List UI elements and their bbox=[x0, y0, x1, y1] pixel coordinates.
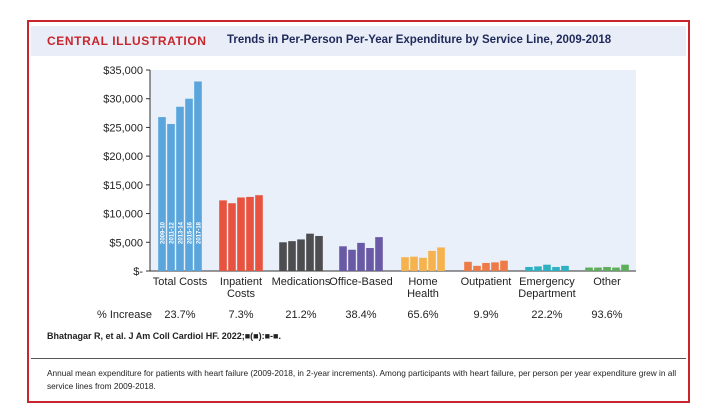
category-label: Health bbox=[407, 288, 439, 300]
bar bbox=[185, 98, 193, 271]
bar bbox=[464, 261, 472, 271]
bar bbox=[167, 123, 175, 272]
percent-increase-value: 23.7% bbox=[164, 309, 195, 321]
percent-increase-value: 38.4% bbox=[345, 309, 376, 321]
percent-increase-value: 7.3% bbox=[228, 309, 253, 321]
bar bbox=[246, 196, 254, 271]
y-tick-label: $20,000 bbox=[103, 151, 143, 163]
bar bbox=[176, 106, 184, 271]
bar bbox=[375, 237, 383, 271]
bar bbox=[357, 242, 365, 271]
bar bbox=[594, 267, 602, 271]
central-illustration-label: CENTRAL ILLUSTRATION bbox=[47, 34, 207, 48]
bar bbox=[297, 239, 305, 271]
bar bbox=[612, 267, 620, 271]
category-label: Total Costs bbox=[153, 276, 208, 288]
figure-caption: Annual mean expenditure for patients wit… bbox=[47, 368, 677, 391]
category-label: Home bbox=[408, 276, 437, 288]
category-label: Outpatient bbox=[461, 276, 512, 288]
category-label: Inpatient bbox=[220, 276, 262, 288]
bar bbox=[428, 250, 436, 271]
bar bbox=[315, 235, 323, 271]
period-label: 2017-18 bbox=[197, 221, 203, 244]
bar bbox=[158, 117, 166, 271]
y-tick-label: $5,000 bbox=[109, 237, 143, 249]
bar bbox=[500, 260, 508, 271]
bar bbox=[621, 264, 629, 271]
period-label: 2015-16 bbox=[188, 221, 194, 244]
period-label: 2013-14 bbox=[179, 221, 185, 244]
category-label: Emergency bbox=[519, 276, 575, 288]
bar bbox=[525, 266, 533, 271]
bar bbox=[419, 257, 427, 271]
category-label: Medications bbox=[272, 276, 331, 288]
percent-increase-value: 21.2% bbox=[285, 309, 316, 321]
period-label: 2011-12 bbox=[170, 222, 176, 244]
y-tick-label: $- bbox=[133, 266, 143, 278]
bar bbox=[288, 241, 296, 271]
bar bbox=[482, 262, 490, 271]
bar bbox=[255, 195, 263, 271]
figure-title: Trends in Per-Person Per-Year Expenditur… bbox=[227, 34, 612, 46]
bar bbox=[339, 246, 347, 271]
bar bbox=[366, 248, 374, 271]
bar bbox=[194, 81, 202, 271]
bar bbox=[228, 203, 236, 271]
y-tick-label: $25,000 bbox=[103, 122, 143, 134]
percent-increase-row: % Increase 23.7% 7.3% 21.2% 38.4% 65.6% 9.9% 2… bbox=[97, 309, 623, 321]
bar bbox=[603, 266, 611, 271]
y-tick-label: $15,000 bbox=[103, 180, 143, 192]
bar bbox=[552, 266, 560, 271]
bar bbox=[491, 262, 499, 271]
bar bbox=[401, 257, 409, 271]
percent-increase-label: % Increase bbox=[97, 309, 152, 321]
bar bbox=[410, 256, 418, 271]
citation: Bhatnagar R, et al. J Am Coll Cardiol HF… bbox=[47, 331, 281, 341]
bar bbox=[543, 264, 551, 271]
y-tick-label: $35,000 bbox=[103, 65, 143, 77]
bar bbox=[279, 242, 287, 271]
percent-increase-value: 9.9% bbox=[473, 309, 498, 321]
bar bbox=[473, 265, 481, 271]
bar bbox=[585, 267, 593, 271]
category-label: Costs bbox=[227, 288, 256, 300]
category-label: Department bbox=[518, 288, 575, 300]
bar bbox=[306, 233, 314, 271]
figure-header: CENTRAL ILLUSTRATION Trends in Per-Perso… bbox=[31, 26, 686, 56]
bar-groups: 2009-10 2011-12 2013-14 2015-16 2017-18 bbox=[158, 81, 629, 272]
category-label: Office-Based bbox=[329, 276, 392, 288]
bar bbox=[219, 200, 227, 271]
category-label: Other bbox=[593, 276, 621, 288]
bar bbox=[534, 266, 542, 271]
period-label: 2009-10 bbox=[161, 221, 167, 244]
y-tick-label: $10,000 bbox=[103, 209, 143, 221]
bar bbox=[561, 265, 569, 271]
y-tick-label: $30,000 bbox=[103, 94, 143, 106]
percent-increase-value: 65.6% bbox=[407, 309, 438, 321]
bar bbox=[437, 247, 445, 271]
caption-divider bbox=[31, 358, 686, 359]
bar bbox=[348, 249, 356, 271]
bar bbox=[237, 197, 245, 271]
percent-increase-value: 22.2% bbox=[531, 309, 562, 321]
percent-increase-value: 93.6% bbox=[591, 309, 622, 321]
